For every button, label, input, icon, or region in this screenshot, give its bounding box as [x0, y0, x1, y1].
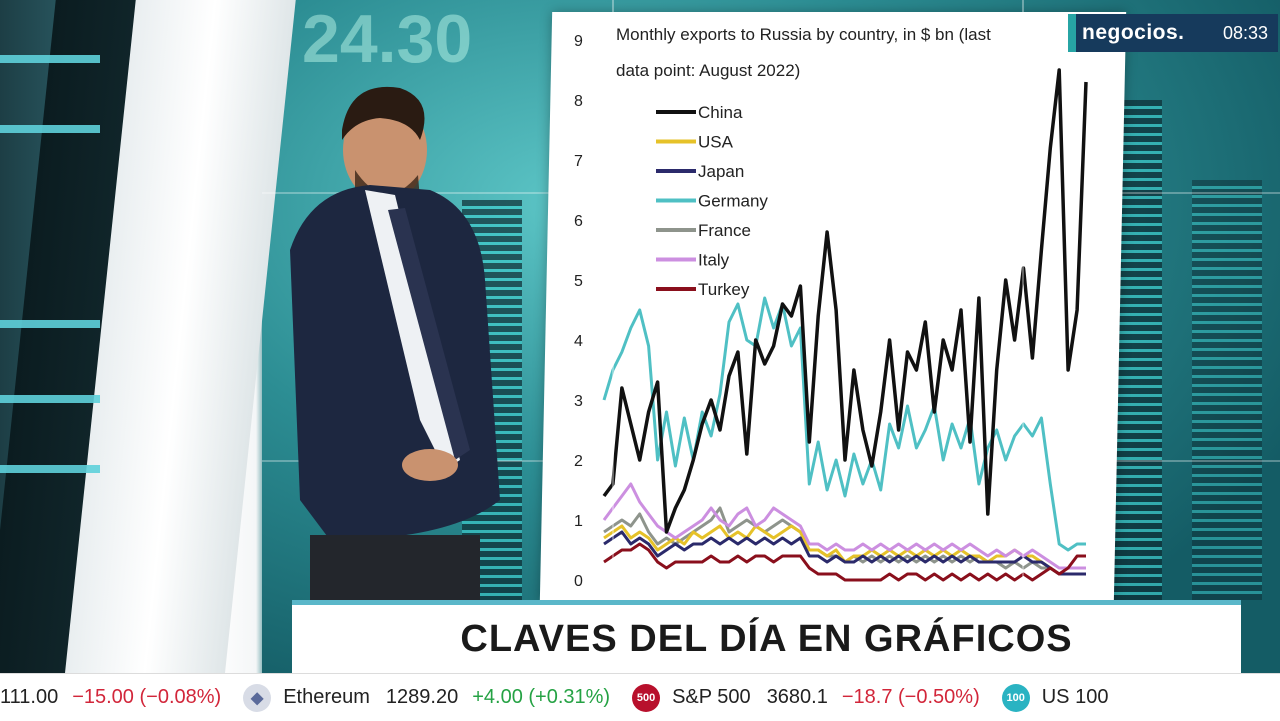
- ticker-item: 500 S&P 500 3680.1 −18.7 (−0.50%): [632, 683, 980, 712]
- chart-title-line2: data point: August 2022): [616, 61, 800, 80]
- chart-lines: [602, 68, 1088, 582]
- series-line-turkey: [603, 542, 1086, 582]
- y-tick-label: 5: [574, 273, 583, 290]
- presenter-trousers: [310, 535, 480, 600]
- light-stripe: [0, 395, 100, 403]
- series-line-germany: [602, 296, 1086, 552]
- us100-icon: 100: [1001, 683, 1030, 712]
- screen-seam: [1022, 0, 1024, 680]
- sp500-icon: 500: [632, 683, 661, 712]
- y-tick-label: 4: [574, 333, 583, 350]
- y-tick-label: 0: [574, 573, 583, 590]
- market-ticker: 111.00 −15.00 (−0.08%) ◆ Ethereum 1289.2…: [0, 673, 1280, 721]
- presenter: [290, 86, 500, 600]
- legend-label: Germany: [698, 192, 768, 211]
- legend-label: France: [698, 221, 751, 240]
- chart-title-line1: Monthly exports to Russia by country, in…: [616, 25, 991, 44]
- y-tick-label: 2: [574, 453, 583, 470]
- ticker-value: 3680.1: [766, 686, 828, 708]
- ticker-change: −18.7 (−0.50%): [841, 686, 980, 708]
- screen-seam: [612, 0, 614, 680]
- ticker-name: S&P 500: [672, 686, 751, 708]
- presenter-hand: [402, 449, 458, 481]
- ticker-change: −15.00 (−0.08%): [72, 686, 222, 708]
- exports-chart: Monthly exports to Russia by country, in…: [574, 25, 1088, 590]
- light-stripe: [0, 465, 100, 473]
- y-tick-label: 3: [574, 393, 583, 410]
- series-line-japan: [603, 530, 1086, 576]
- ticker-name: Ethereum: [283, 686, 370, 708]
- y-tick-label: 9: [574, 33, 583, 50]
- series-line-italy: [602, 482, 1086, 570]
- decorative-number: 24.30: [302, 1, 473, 77]
- chart-legend: China USA Japan Germany France Italy Turkey: [656, 103, 768, 299]
- segment-title: CLAVES DEL DÍA EN GRÁFICOS: [460, 617, 1073, 660]
- series-line-france: [603, 506, 1086, 576]
- channel-name: negocios.: [1082, 21, 1185, 44]
- light-stripe: [0, 320, 100, 328]
- ticker-value: 111.00: [0, 686, 59, 708]
- series-line-china: [602, 68, 1088, 534]
- ticker-item: 111.00 −15.00 (−0.08%): [0, 686, 221, 709]
- channel-logo: negocios. 08:33: [1068, 14, 1278, 52]
- ticker-item: ◆ Ethereum 1289.20 +4.00 (+0.31%): [243, 683, 611, 712]
- y-tick-label: 1: [574, 513, 583, 530]
- legend-label: China: [698, 103, 743, 122]
- ticker-value: 1289.20: [385, 686, 459, 708]
- light-stripe: [0, 55, 100, 63]
- y-tick-label: 7: [574, 153, 583, 170]
- lower-third: CLAVES DEL DÍA EN GRÁFICOS: [292, 600, 1241, 673]
- y-axis: 9 8 7 6 5 4 3 2 1 0: [574, 33, 583, 590]
- y-tick-label: 8: [574, 93, 583, 110]
- legend-label: Turkey: [698, 280, 750, 299]
- studio-background: 24.30 2 Monthly exports to Russia by cou…: [0, 0, 1280, 680]
- ticker-item: 100 US 100: [1001, 683, 1125, 712]
- ethereum-icon: ◆: [243, 683, 272, 712]
- legend-label: Italy: [698, 251, 730, 270]
- presenter-hair: [342, 86, 425, 140]
- legend-label: USA: [698, 133, 734, 152]
- presenter-tie: [388, 208, 470, 460]
- legend-label: Japan: [698, 162, 744, 181]
- y-tick-label: 6: [574, 213, 583, 230]
- presenter-shirt: [365, 190, 460, 470]
- ticker-name: US 100: [1041, 686, 1109, 708]
- light-stripe: [0, 125, 100, 133]
- ticker-change: +4.00 (+0.31%): [472, 686, 611, 708]
- building-graphic: [1192, 180, 1262, 600]
- broadcast-clock: 08:33: [1222, 22, 1268, 43]
